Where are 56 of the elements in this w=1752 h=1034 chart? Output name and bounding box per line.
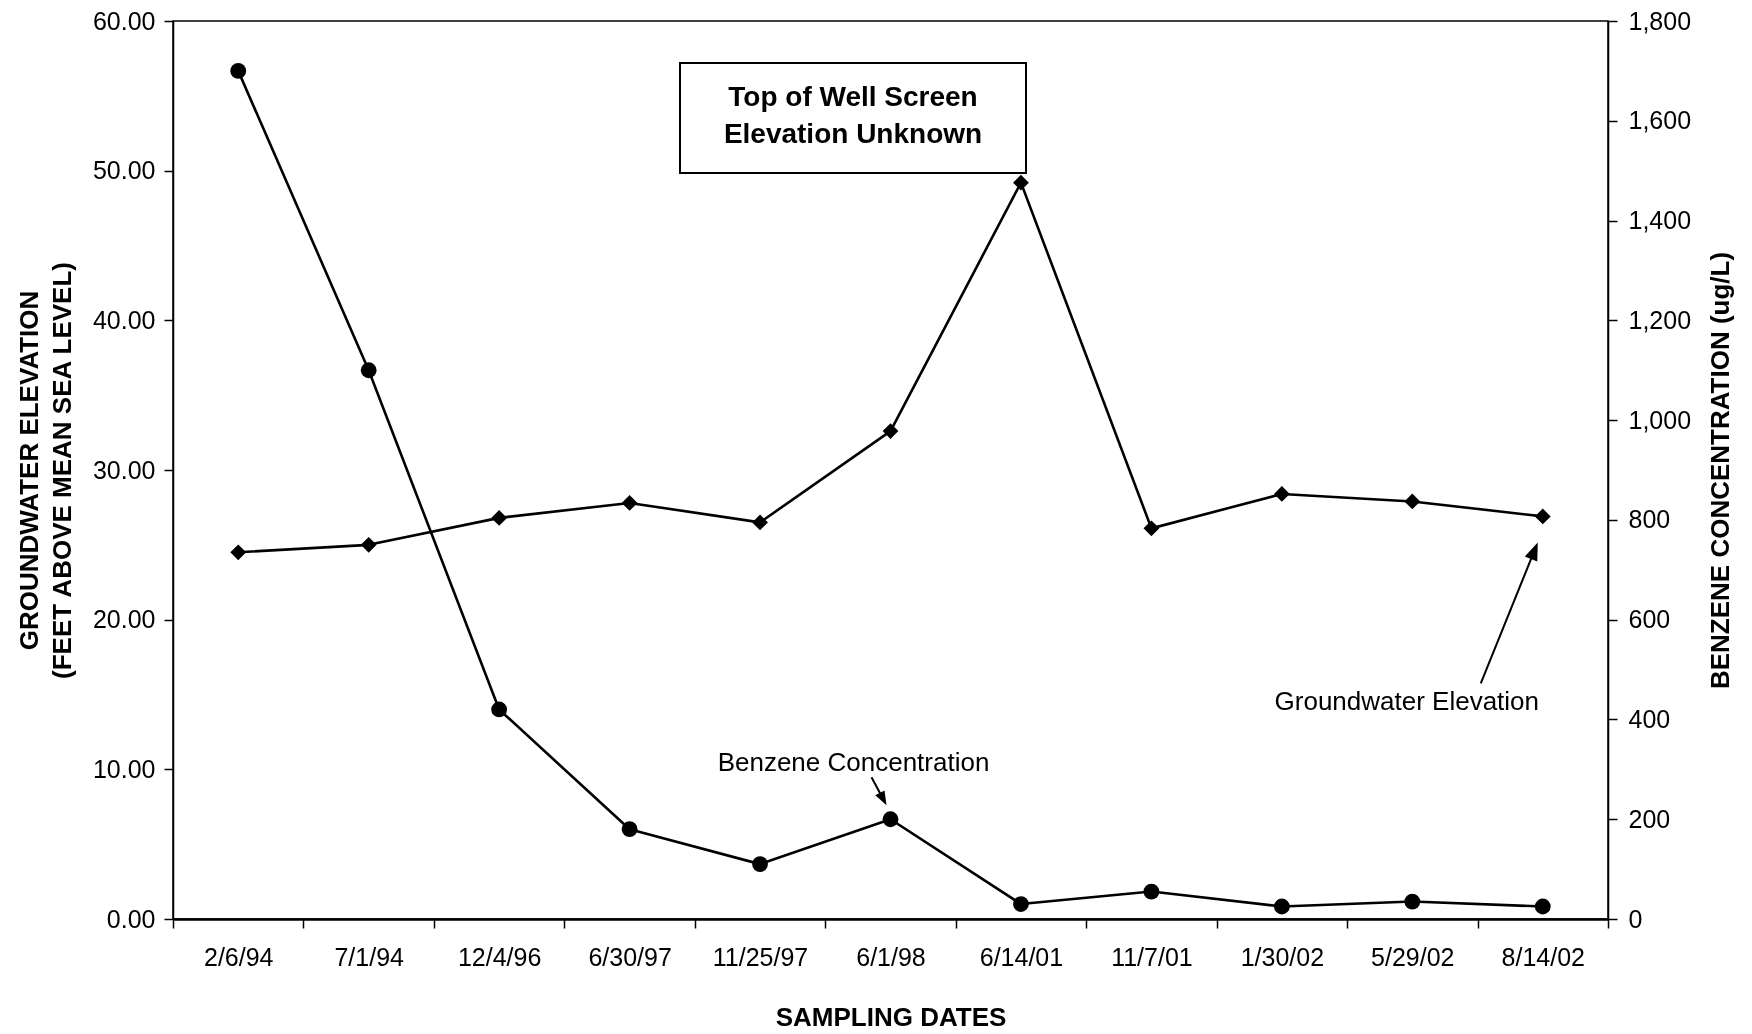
point (1013, 896, 1029, 912)
point (752, 514, 768, 531)
y2-tick-label: 800 (1628, 505, 1671, 534)
x-tick-label: 7/1/94 (334, 942, 405, 971)
x-tick-label: 11/25/97 (712, 942, 809, 971)
point (230, 63, 247, 79)
point (1143, 520, 1160, 537)
point (1013, 174, 1029, 191)
point (1143, 883, 1160, 900)
point (1404, 493, 1421, 510)
y-tick-label: 50.00 (92, 156, 156, 185)
y-tick-label: 10.00 (92, 754, 156, 783)
x-axis-title: SAMPLING DATES (775, 1001, 1007, 1032)
point (360, 362, 377, 379)
x-tick-label: 5/29/02 (1371, 942, 1455, 971)
point (1273, 898, 1290, 915)
point (360, 536, 377, 553)
y-tick-label: 0.00 (106, 904, 156, 933)
y2-tick-label: 200 (1628, 804, 1671, 833)
point (882, 423, 899, 439)
y2-tick-label: 1,400 (1628, 206, 1692, 235)
text: Benzene Concentration (717, 747, 990, 778)
point (1534, 898, 1551, 915)
x-tick-label: 8/14/02 (1501, 942, 1585, 971)
y-axis-title: GROUNDWATER ELEVATION (FEET ABOVE MEAN SEA LEVEL) (13, 262, 77, 679)
y2-tick-label: 0 (1628, 904, 1643, 933)
y-tick-label: 30.00 (92, 455, 156, 484)
y2-axis-title: BENZENE CONCENTRATION (ug/L) (1705, 251, 1736, 690)
y2-tick-label: 400 (1628, 704, 1671, 733)
point (491, 509, 508, 526)
point (491, 701, 508, 718)
x-tick-label: 2/6/94 (203, 942, 274, 971)
text: Groundwater Elevation (1274, 686, 1540, 717)
point (230, 544, 247, 561)
x-tick-label: 11/7/01 (1111, 942, 1193, 971)
annotation: Top of Well Screen Elevation Unknown (723, 81, 983, 149)
y-tick-label: 60.00 (92, 6, 156, 35)
point (752, 856, 768, 873)
x-tick-label: 6/14/01 (979, 942, 1064, 971)
x-tick-label: 1/30/02 (1240, 942, 1325, 971)
point (882, 811, 899, 828)
y2-tick-label: 1,800 (1628, 6, 1692, 35)
x-tick-label: 12/4/96 (457, 942, 542, 971)
x-tick-label: 6/30/97 (588, 942, 672, 971)
y2-tick-label: 1,600 (1628, 106, 1692, 135)
y-tick-label: 40.00 (92, 305, 156, 334)
y2-tick-label: 600 (1628, 605, 1671, 634)
point (621, 495, 638, 511)
y2-tick-label: 1,000 (1628, 405, 1692, 434)
point (1534, 508, 1551, 525)
point (621, 821, 638, 838)
point (1273, 486, 1290, 502)
y-tick-label: 20.00 (92, 605, 156, 634)
point (1404, 893, 1421, 910)
x-tick-label: 6/1/98 (856, 942, 926, 971)
y2-tick-label: 1,200 (1628, 305, 1692, 334)
